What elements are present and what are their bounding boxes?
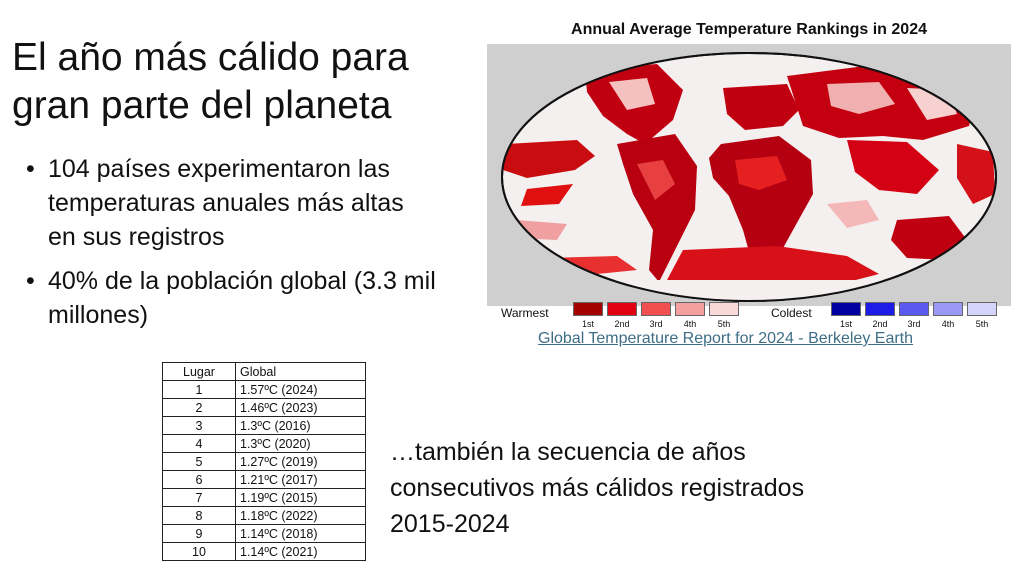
temperature-cell: 1.14ºC (2018)	[235, 524, 366, 543]
rank-cell: 10	[162, 542, 236, 561]
table-row: 2 1.46ºC (2023)	[162, 398, 366, 417]
cold-rank-label: 2nd	[872, 319, 888, 329]
table-row: 3 1.3ºC (2016)	[162, 416, 366, 435]
legend-coldest-label: Coldest	[771, 306, 812, 320]
warm-swatch-4	[675, 302, 705, 316]
table-row: 8 1.18ºC (2022)	[162, 506, 366, 525]
bullet-item: • 40% de la población global (3.3 mil mi…	[26, 264, 436, 332]
temperature-cell: 1.3ºC (2020)	[235, 434, 366, 453]
temperature-cell: 1.14ºC (2021)	[235, 542, 366, 561]
bullet-item: • 104 países experimentaron las temperat…	[26, 152, 436, 254]
cold-swatch-2	[865, 302, 895, 316]
warm-rank-label: 1st	[581, 319, 594, 329]
cold-rank-label: 5th	[975, 319, 989, 329]
slide-title: El año más cálido para gran parte del pl…	[12, 36, 409, 127]
table-row: 10 1.14ºC (2021)	[162, 542, 366, 561]
bullet-text: 104 países experimentaron las temperatur…	[48, 155, 404, 251]
warm-rank-label: 3rd	[649, 319, 663, 329]
cold-swatch-3	[899, 302, 929, 316]
rank-cell: 6	[162, 470, 236, 489]
berkeley-earth-report-link[interactable]: Global Temperature Report for 2024 - Ber…	[538, 330, 914, 347]
temperature-cell: 1.21ºC (2017)	[235, 470, 366, 489]
warm-swatch-3	[641, 302, 671, 316]
warm-rank-label: 4th	[683, 319, 697, 329]
cold-swatch-5	[967, 302, 997, 316]
warm-rank-label: 2nd	[614, 319, 630, 329]
bullet-glyph: •	[26, 155, 35, 183]
warm-swatch-2	[607, 302, 637, 316]
warm-swatch-1	[573, 302, 603, 316]
rank-cell: 8	[162, 506, 236, 525]
column-header-global: Global	[235, 362, 366, 381]
warmest-years-table: Lugar Global 1 1.57ºC (2024) 2 1.46ºC (202…	[162, 362, 366, 561]
rank-cell: 9	[162, 524, 236, 543]
cold-rank-label: 1st	[839, 319, 852, 329]
temperature-cell: 1.19ºC (2015)	[235, 488, 366, 507]
temperature-cell: 1.27ºC (2019)	[235, 452, 366, 471]
table-header-row: Lugar Global	[162, 362, 366, 381]
rank-cell: 2	[162, 398, 236, 417]
map-frame	[487, 44, 1011, 306]
column-header-lugar: Lugar	[162, 362, 236, 381]
warm-swatch-5	[709, 302, 739, 316]
temperature-cell: 1.46ºC (2023)	[235, 398, 366, 417]
bullet-glyph: •	[26, 267, 35, 295]
map-title: Annual Average Temperature Rankings in 2…	[571, 21, 927, 38]
cold-rank-label: 3rd	[907, 319, 921, 329]
table-row: 1 1.57ºC (2024)	[162, 380, 366, 399]
consecutive-years-note: …también la secuencia de años consecutiv…	[390, 438, 805, 538]
cold-rank-label: 4th	[941, 319, 955, 329]
world-map-image	[501, 52, 997, 302]
rank-cell: 7	[162, 488, 236, 507]
rank-cell: 3	[162, 416, 236, 435]
legend-warmest-label: Warmest	[501, 306, 549, 320]
temperature-cell: 1.18ºC (2022)	[235, 506, 366, 525]
cold-swatch-1	[831, 302, 861, 316]
temperature-cell: 1.3ºC (2016)	[235, 416, 366, 435]
rank-cell: 5	[162, 452, 236, 471]
temperature-ranking-map-figure: Annual Average Temperature Rankings in 2…	[479, 14, 1019, 332]
table-row: 5 1.27ºC (2019)	[162, 452, 366, 471]
table-row: 9 1.14ºC (2018)	[162, 524, 366, 543]
bullet-text: 40% de la población global (3.3 mil mill…	[48, 267, 436, 329]
table-row: 4 1.3ºC (2020)	[162, 434, 366, 453]
bullet-list: • 104 países experimentaron las temperat…	[26, 152, 436, 342]
warm-rank-label: 5th	[717, 319, 731, 329]
rank-cell: 1	[162, 380, 236, 399]
cold-swatch-4	[933, 302, 963, 316]
rank-cell: 4	[162, 434, 236, 453]
temperature-cell: 1.57ºC (2024)	[235, 380, 366, 399]
map-legend: Warmest 1st 2nd 3rd 4th 5th Coldest 1st …	[479, 302, 1019, 332]
table-row: 7 1.19ºC (2015)	[162, 488, 366, 507]
table-row: 6 1.21ºC (2017)	[162, 470, 366, 489]
